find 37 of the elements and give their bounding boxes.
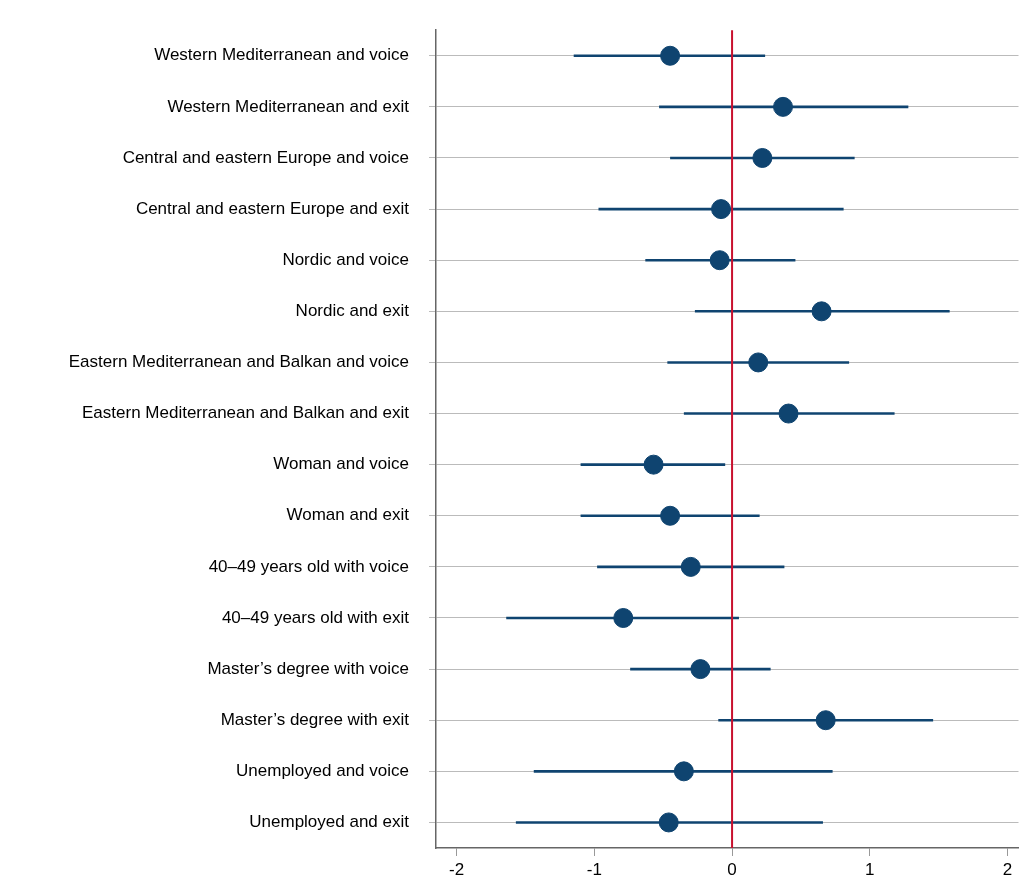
y-tick-label: Western Mediterranean and voice [154, 45, 409, 65]
point [613, 607, 634, 628]
x-tick-label: 2 [1002, 859, 1013, 879]
y-tick-label: Nordic and voice [282, 249, 409, 269]
point [660, 45, 681, 66]
x-tick-label: 1 [865, 859, 875, 879]
point [680, 556, 701, 577]
y-tick-label: Unemployed and voice [236, 761, 409, 781]
point [660, 505, 681, 526]
y-tick-label: 40–49 years old with exit [221, 607, 410, 627]
point [748, 352, 769, 373]
y-tick-label: Master’s degree with voice [207, 658, 409, 678]
point [815, 710, 836, 731]
y-tick-label: Woman and exit [286, 505, 410, 525]
y-tick-label: 40–49 years old with voice [208, 556, 409, 576]
point [658, 812, 679, 833]
y-tick-label: Eastern Mediterranean and Balkan and voice [68, 352, 409, 372]
point [643, 454, 664, 475]
y-tick-label: Unemployed and exit [249, 812, 410, 832]
y-tick-label: Western Mediterranean and exit [167, 96, 410, 116]
y-tick-label: Central and eastern Europe and exit [135, 198, 410, 218]
point [773, 96, 794, 117]
x-tick-label: -2 [449, 859, 465, 879]
point [752, 147, 773, 168]
y-tick-label: Eastern Mediterranean and Balkan and exit [82, 403, 410, 423]
y-tick-label: Master’s degree with exit [220, 709, 410, 729]
point [690, 659, 711, 680]
point [711, 199, 732, 220]
point [709, 250, 730, 271]
point [673, 761, 694, 782]
point [811, 301, 832, 322]
y-tick-label: Woman and voice [273, 454, 409, 474]
y-tick-label: Nordic and exit [295, 301, 410, 321]
y-tick-label: Central and eastern Europe and voice [122, 147, 409, 167]
x-tick-label: 0 [727, 859, 737, 879]
point [778, 403, 799, 424]
x-tick-label: -1 [586, 859, 602, 879]
